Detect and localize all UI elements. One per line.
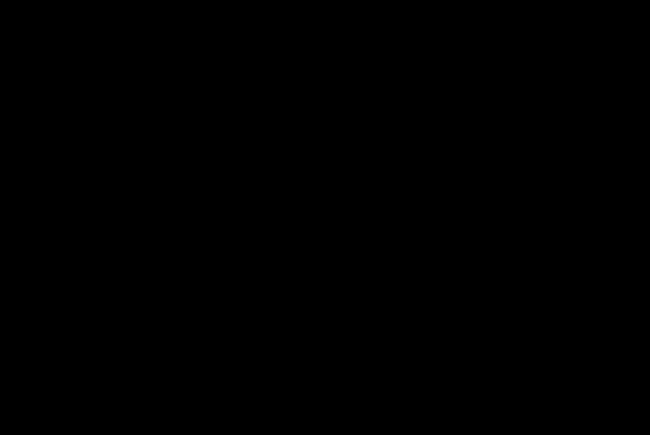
indicator-value-bar[interactable] [0,255,650,271]
